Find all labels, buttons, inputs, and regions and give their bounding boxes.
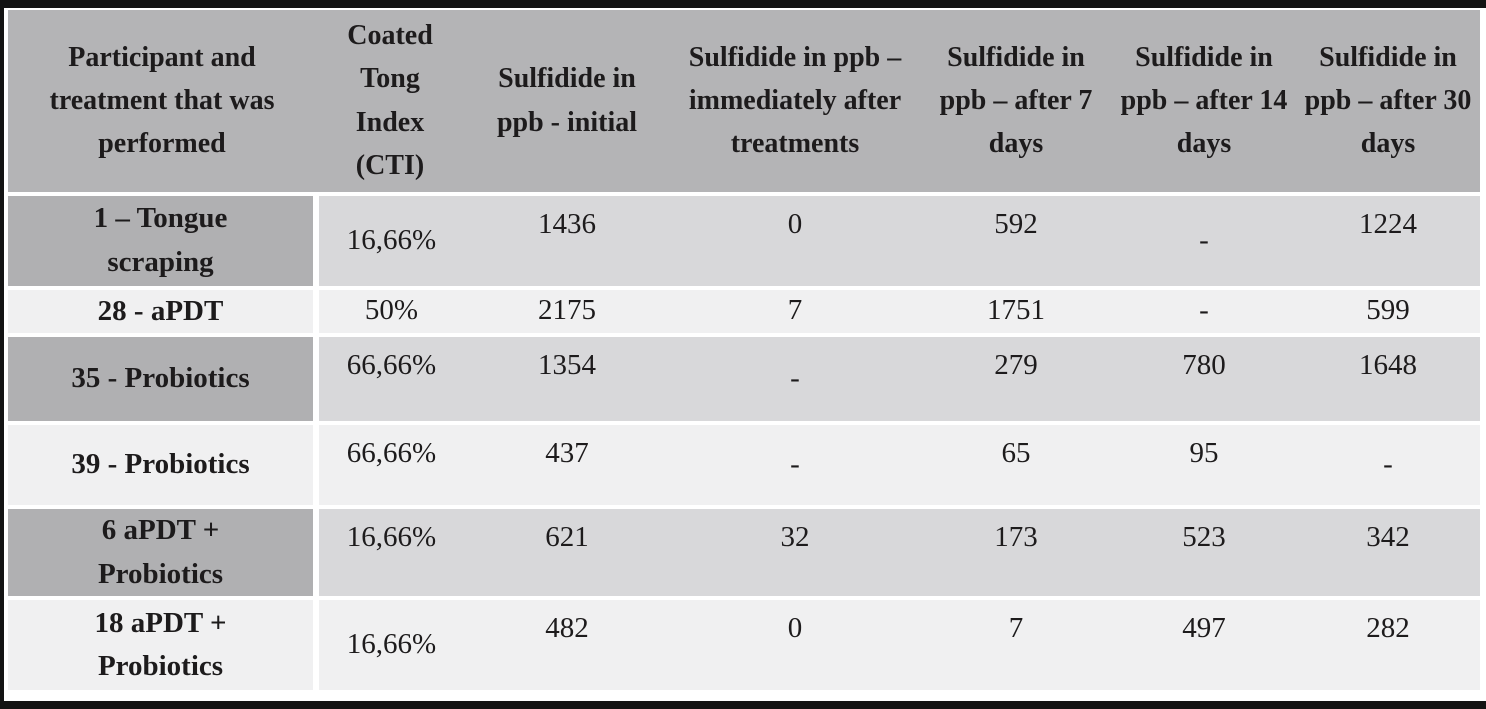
- cell-immediately-after: 0: [670, 596, 920, 691]
- col-header-after-7-days: Sulfidide in ppb – after 7 days: [920, 10, 1112, 196]
- results-table: Participant and treatment that was perfo…: [8, 10, 1480, 691]
- cell-immediately-after: 7: [670, 285, 920, 336]
- cell-after-14-days: -: [1112, 191, 1296, 288]
- cell-cti: 66,66%: [316, 333, 464, 424]
- cell-after-7-days: 592: [920, 191, 1112, 288]
- header-row: Participant and treatment that was perfo…: [8, 10, 1480, 196]
- cell-cti: 50%: [316, 285, 464, 336]
- cell-after-30-days: 282: [1296, 596, 1480, 691]
- table-row: 35 - Probiotics 66,66% 1354 - 279 780 16…: [8, 333, 1480, 424]
- cell-after-30-days: 599: [1296, 285, 1480, 336]
- cell-cti: 16,66%: [316, 505, 464, 599]
- cell-participant: 28 - aPDT: [8, 285, 319, 336]
- cell-after-14-days: -: [1112, 285, 1296, 336]
- cell-participant: 39 - Probiotics: [8, 421, 319, 508]
- cell-immediately-after: -: [670, 421, 920, 508]
- cell-participant: 6 aPDT + Probiotics: [8, 505, 319, 599]
- cell-cti: 66,66%: [316, 421, 464, 508]
- cell-after-14-days: 780: [1112, 333, 1296, 424]
- cell-participant: 18 aPDT + Probiotics: [8, 596, 319, 691]
- cell-after-7-days: 7: [920, 596, 1112, 691]
- col-header-immediately-after: Sulfidide in ppb –immediately after trea…: [670, 10, 920, 196]
- table-row: 1 – Tongue scraping 16,66% 1436 0 592 - …: [8, 191, 1480, 288]
- col-header-cti: Coated Tong Index (CTI): [316, 10, 464, 196]
- table-row: 28 - aPDT 50% 2175 7 1751 - 599: [8, 285, 1480, 336]
- cell-participant: 35 - Probiotics: [8, 333, 319, 424]
- col-header-after-30-days: Sulfidide in ppb – after 30 days: [1296, 10, 1480, 196]
- cell-initial: 482: [464, 596, 670, 691]
- table-row: 18 aPDT + Probiotics 16,66% 482 0 7 497 …: [8, 596, 1480, 691]
- col-header-participant: Participant and treatment that was perfo…: [8, 10, 316, 196]
- cell-immediately-after: -: [670, 333, 920, 424]
- col-header-after-14-days: Sulfidide in ppb – after 14 days: [1112, 10, 1296, 196]
- cell-after-7-days: 1751: [920, 285, 1112, 336]
- cell-initial: 1436: [464, 191, 670, 288]
- cell-initial: 621: [464, 505, 670, 599]
- cell-after-14-days: 95: [1112, 421, 1296, 508]
- cell-after-7-days: 65: [920, 421, 1112, 508]
- cell-after-30-days: 342: [1296, 505, 1480, 599]
- table-row: 6 aPDT + Probiotics 16,66% 621 32 173 52…: [8, 505, 1480, 599]
- cell-after-14-days: 523: [1112, 505, 1296, 599]
- cell-participant: 1 – Tongue scraping: [8, 191, 319, 288]
- cell-initial: 1354: [464, 333, 670, 424]
- cell-after-14-days: 497: [1112, 596, 1296, 691]
- cell-after-30-days: -: [1296, 421, 1480, 508]
- cell-after-7-days: 173: [920, 505, 1112, 599]
- cell-cti: 16,66%: [316, 596, 464, 691]
- cell-immediately-after: 0: [670, 191, 920, 288]
- cell-initial: 2175: [464, 285, 670, 336]
- cell-after-30-days: 1648: [1296, 333, 1480, 424]
- cell-immediately-after: 32: [670, 505, 920, 599]
- cell-after-30-days: 1224: [1296, 191, 1480, 288]
- cell-initial: 437: [464, 421, 670, 508]
- table-row: 39 - Probiotics 66,66% 437 - 65 95 -: [8, 421, 1480, 508]
- col-header-initial: Sulfidide in ppb - initial: [464, 10, 670, 196]
- cell-after-7-days: 279: [920, 333, 1112, 424]
- cell-cti: 16,66%: [316, 191, 464, 288]
